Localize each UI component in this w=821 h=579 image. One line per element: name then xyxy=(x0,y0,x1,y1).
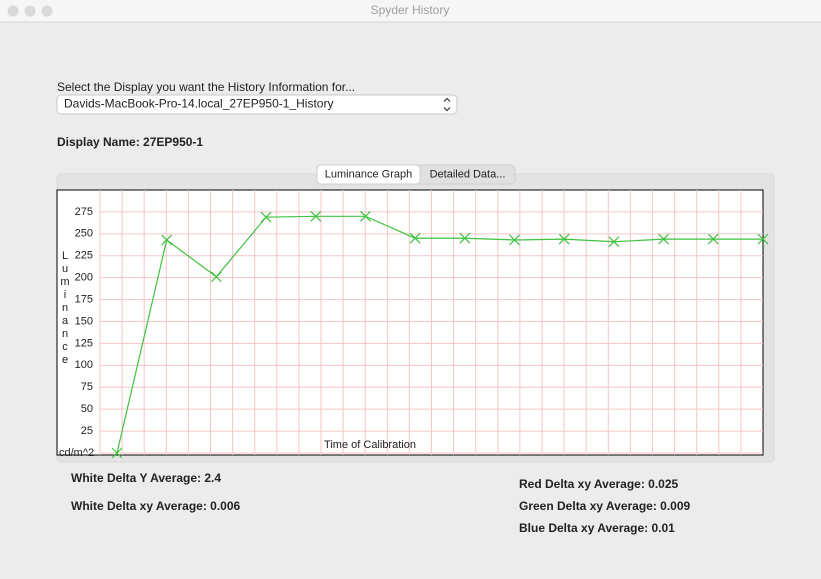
y-tick-label: 100 xyxy=(75,359,93,371)
point-marker xyxy=(658,233,670,245)
point-marker xyxy=(409,232,421,244)
prompt: Select the Display you want the History … xyxy=(57,80,355,94)
tab-label: Luminance Graph xyxy=(325,168,412,180)
point-marker xyxy=(161,234,173,246)
display-dropdown[interactable] xyxy=(56,94,458,115)
y-tick-label: 275 xyxy=(75,206,93,218)
y-tick-label: 225 xyxy=(75,250,93,262)
tab-luminance-graph[interactable] xyxy=(316,164,421,185)
point-marker xyxy=(210,271,222,283)
y-tick-label: cd/m^2 xyxy=(59,447,94,459)
stat: White Delta xy Average: 0.006 xyxy=(71,499,241,513)
dropdown-value: Davids-MacBook-Pro-14.local_27EP950-1_Hi… xyxy=(64,97,333,111)
point-marker xyxy=(509,234,520,246)
stat: Green Delta xy Average: 0.009 xyxy=(519,499,691,513)
point-marker xyxy=(260,211,272,223)
series-line xyxy=(116,215,763,454)
window-title: Spyder History xyxy=(371,3,450,17)
display-name: Display Name: 27EP950-1 xyxy=(57,135,203,149)
y-tick-label: 125 xyxy=(75,337,93,349)
point-marker xyxy=(360,210,371,222)
minimize-button[interactable] xyxy=(24,5,36,17)
plot: cd/m^2 25 50 75 100 125 150 175 200 225 250 275 Lumi… xyxy=(59,190,769,459)
point-marker xyxy=(111,447,123,459)
y-axis-label: Luminance xyxy=(59,250,71,367)
tab-label: Detailed Data... xyxy=(430,168,506,180)
point-marker xyxy=(459,232,471,244)
chart-frame xyxy=(56,189,764,456)
y-tick-label: 250 xyxy=(75,228,93,240)
x-axis-label: Time of Calibration xyxy=(324,439,416,451)
stat: Red Delta xy Average: 0.025 xyxy=(519,477,679,491)
point-marker xyxy=(310,210,322,222)
close-button[interactable] xyxy=(7,5,19,17)
y-tick-label: 50 xyxy=(81,403,93,415)
stat: Blue Delta xy Average: 0.01 xyxy=(519,521,675,535)
y-tick-label: 200 xyxy=(75,272,93,284)
dropdown-chevron xyxy=(443,97,451,112)
y-tick-label: 175 xyxy=(75,293,93,305)
y-tick-label: 25 xyxy=(81,425,93,437)
point-marker xyxy=(558,233,570,245)
point-marker xyxy=(757,233,769,245)
stat: White Delta Y Average: 2.4 xyxy=(71,471,221,485)
point-marker xyxy=(707,233,719,245)
point-marker xyxy=(608,236,620,248)
zoom-button[interactable] xyxy=(41,5,53,17)
title-bar xyxy=(0,0,821,22)
y-tick-label: 150 xyxy=(75,315,93,327)
y-tick-label: 75 xyxy=(81,381,93,393)
